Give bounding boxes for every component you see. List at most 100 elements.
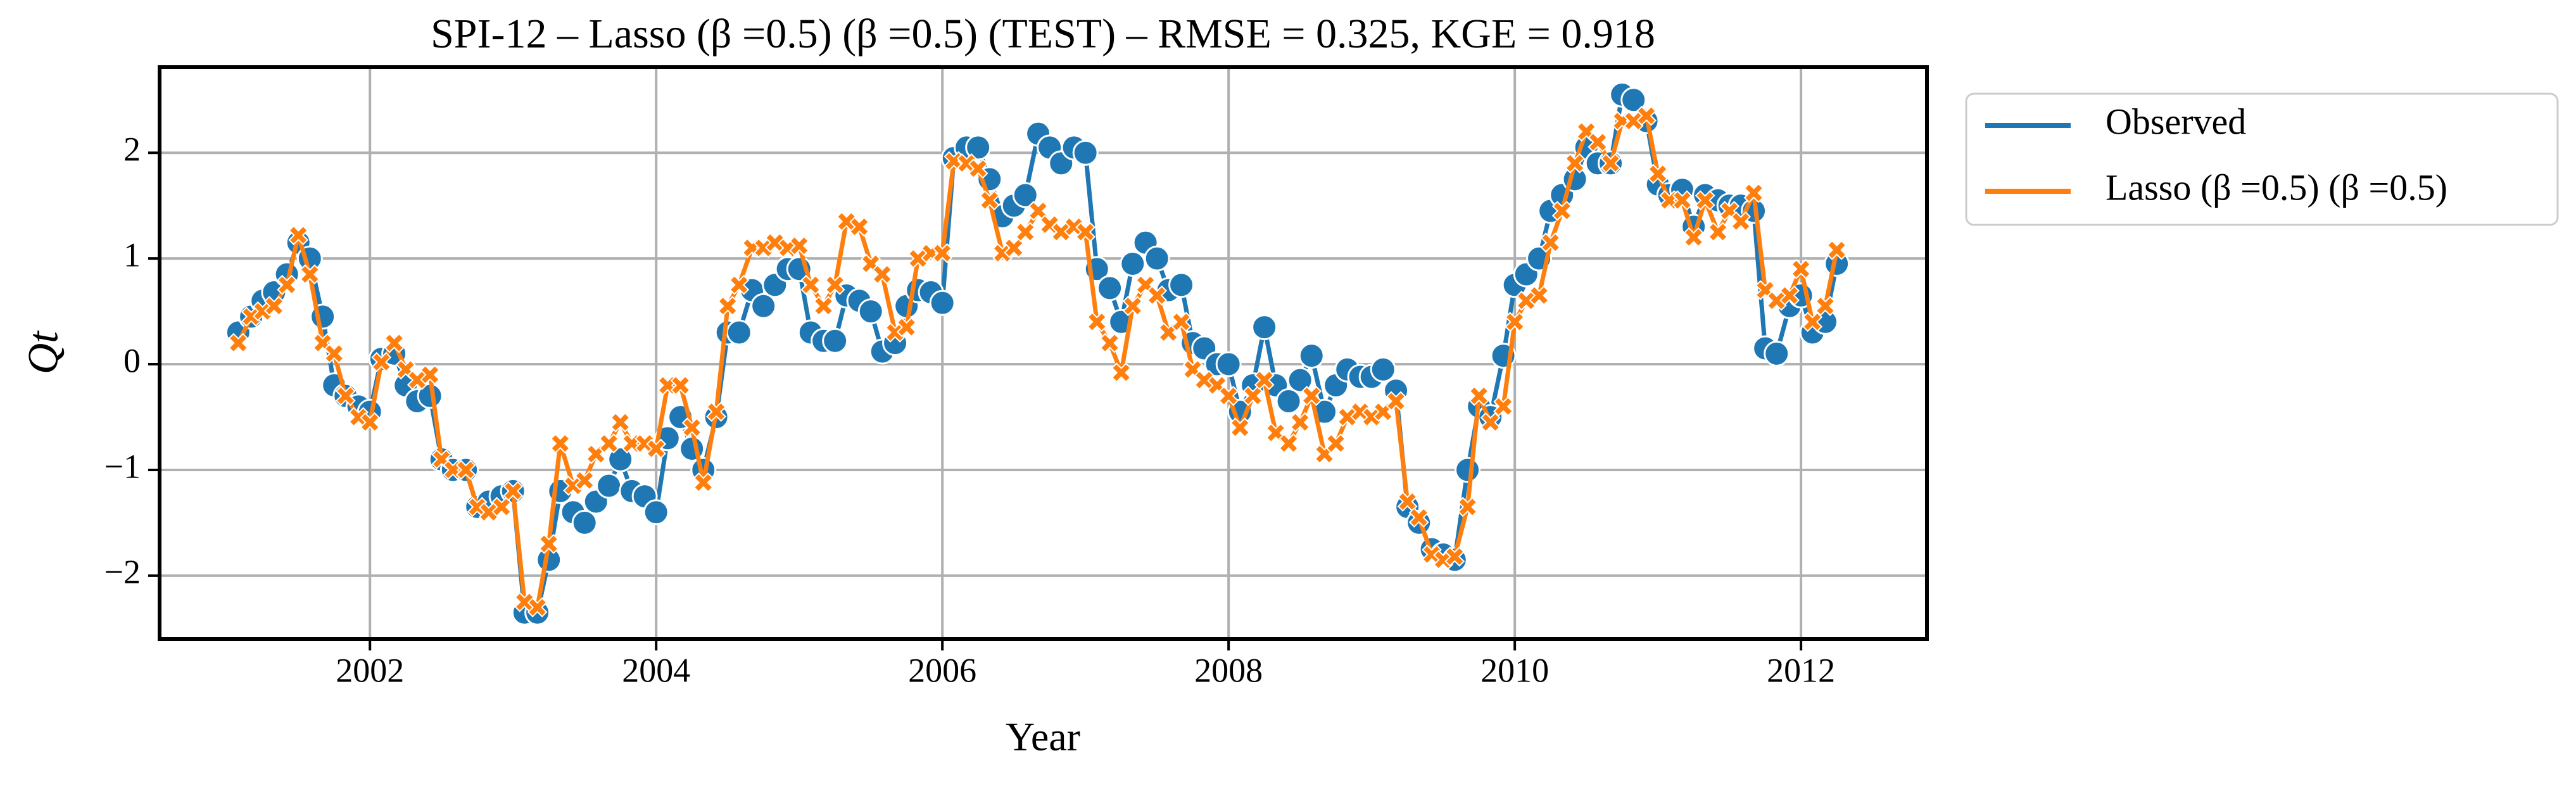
series-line <box>236 113 1840 610</box>
chart-title: SPI-12 – Lasso (β =0.5) (β =0.5) (TEST) … <box>431 11 1655 57</box>
data-point <box>420 364 441 385</box>
data-point <box>1298 343 1325 369</box>
data-point <box>968 158 988 179</box>
data-point <box>726 319 752 346</box>
data-point <box>1620 87 1647 113</box>
data-point <box>263 296 284 317</box>
data-point <box>965 134 992 161</box>
data-point <box>1766 290 1787 311</box>
data-point <box>1242 386 1263 407</box>
data-point <box>717 296 738 317</box>
data-point <box>241 307 262 327</box>
data-point <box>1301 386 1322 407</box>
y-tick-label: −2 <box>104 553 141 591</box>
data-point <box>550 433 571 454</box>
data-point <box>1493 396 1513 417</box>
data-point <box>1015 222 1036 243</box>
data-point <box>932 243 953 263</box>
y-tick-label: −1 <box>104 447 141 485</box>
data-point <box>1636 105 1657 126</box>
data-point <box>538 533 559 554</box>
data-point <box>277 274 298 295</box>
data-point <box>371 352 392 372</box>
x-tick-label: 2010 <box>1481 651 1549 689</box>
data-point <box>1370 356 1396 383</box>
data-point <box>1397 491 1418 512</box>
data-point <box>1779 285 1800 306</box>
data-point <box>693 472 714 493</box>
data-point <box>1695 190 1715 211</box>
data-point <box>800 274 821 295</box>
data-point <box>646 438 667 459</box>
data-point <box>885 322 906 343</box>
data-point <box>1171 312 1192 333</box>
data-point <box>1144 245 1170 272</box>
data-point <box>679 436 705 462</box>
data-point <box>857 298 884 325</box>
data-point <box>1337 407 1358 428</box>
data-point <box>384 333 405 353</box>
data-point <box>1516 290 1537 311</box>
data-point <box>1588 132 1608 153</box>
data-point <box>929 289 956 316</box>
y-tick-label: 0 <box>123 341 141 379</box>
data-point <box>1408 507 1429 528</box>
data-point <box>610 412 631 433</box>
data-point <box>228 333 249 353</box>
data-point <box>1087 312 1108 333</box>
data-point <box>992 243 1013 263</box>
data-point <box>1480 412 1501 433</box>
data-point <box>252 301 273 322</box>
data-point <box>1290 412 1311 433</box>
data-point <box>1279 433 1299 454</box>
data-point <box>1004 238 1025 258</box>
data-point <box>896 317 917 338</box>
data-point <box>643 499 669 526</box>
x-tick-label: 2006 <box>908 651 976 689</box>
data-point <box>1540 232 1561 253</box>
data-point <box>1764 340 1790 367</box>
data-point <box>1529 285 1550 306</box>
data-point <box>979 190 1000 211</box>
data-point <box>872 264 893 285</box>
data-point <box>1012 182 1039 208</box>
data-point <box>824 274 845 295</box>
data-point <box>478 502 499 523</box>
data-point <box>503 481 524 502</box>
data-point <box>1218 386 1239 407</box>
data-point <box>1325 433 1346 454</box>
data-point <box>1251 314 1278 341</box>
data-point <box>1672 190 1693 211</box>
data-point <box>1623 111 1644 132</box>
y-axis-label: Qt <box>19 330 67 374</box>
data-point <box>1455 457 1481 483</box>
data-point <box>1099 333 1120 353</box>
data-point <box>753 238 774 258</box>
y-tick-label: 2 <box>123 130 141 168</box>
data-point <box>907 248 928 269</box>
data-point <box>598 433 619 454</box>
data-point <box>1444 546 1465 567</box>
data-point <box>1275 388 1302 414</box>
x-tick-label: 2012 <box>1767 651 1835 689</box>
data-point <box>407 370 427 390</box>
data-point <box>1215 351 1242 377</box>
data-point <box>596 472 622 499</box>
data-point <box>1802 312 1823 333</box>
data-point <box>706 402 727 422</box>
x-axis-label: Year <box>1006 714 1080 759</box>
data-point <box>527 597 548 618</box>
data-point <box>1120 250 1146 277</box>
data-point <box>670 375 691 396</box>
data-point <box>1361 407 1382 428</box>
data-point <box>1505 312 1525 333</box>
data-point <box>1565 153 1585 174</box>
legend-box <box>1965 92 2559 226</box>
data-point <box>1168 272 1195 298</box>
data-point <box>1708 222 1728 243</box>
legend-label: Lasso (β =0.5) (β =0.5) <box>2106 167 2447 208</box>
data-point <box>1097 275 1123 301</box>
data-point <box>1731 211 1752 232</box>
data-point <box>1683 227 1704 248</box>
